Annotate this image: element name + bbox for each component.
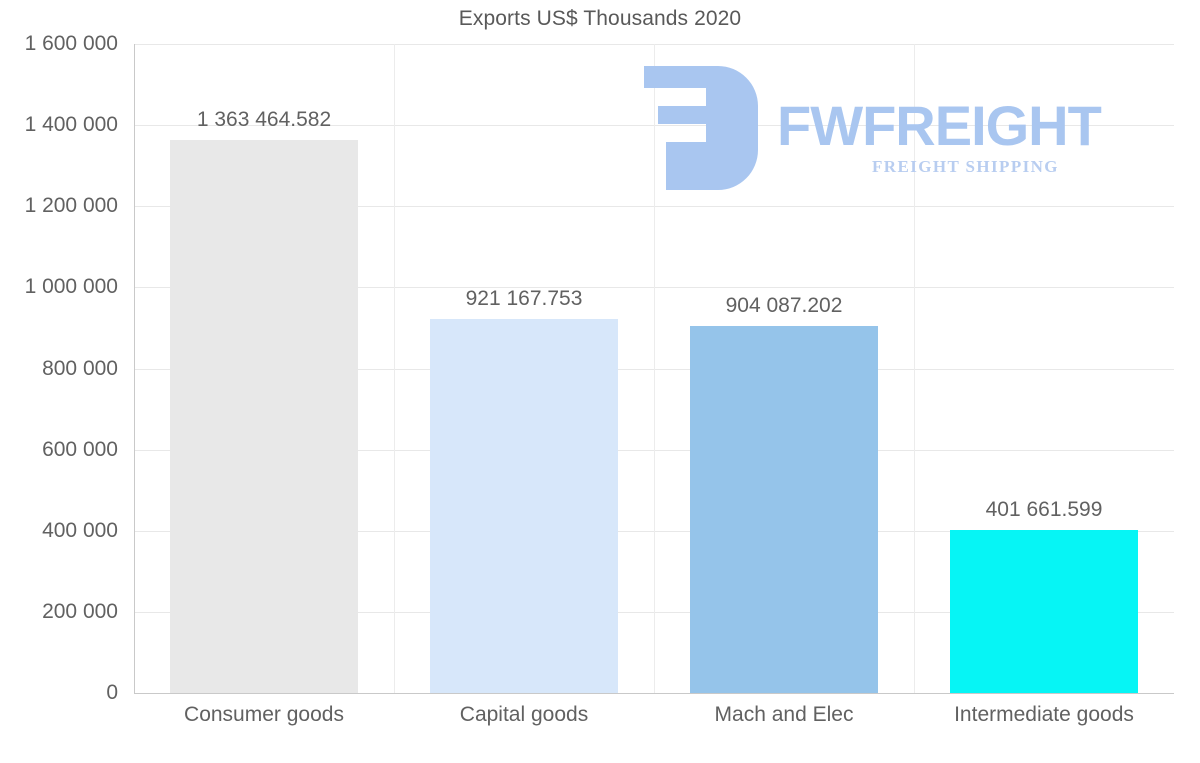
bar-value-label: 904 087.202: [725, 294, 843, 318]
bar-value-label: 1 363 464.582: [196, 107, 332, 131]
gridline-vertical: [394, 44, 395, 693]
gridline-vertical: [914, 44, 915, 693]
y-axis-tick-label: 800 000: [42, 356, 118, 380]
y-axis-tick-label: 1 600 000: [24, 32, 118, 55]
y-axis-tick-label: 1 400 000: [24, 113, 118, 137]
y-axis-tick-label: 1 000 000: [24, 275, 118, 299]
y-axis-tick-label: 400 000: [42, 518, 118, 542]
bar[interactable]: [169, 139, 359, 693]
plot-area: [134, 44, 1174, 693]
bar[interactable]: [689, 326, 879, 693]
y-axis-tick-label: 600 000: [42, 437, 118, 461]
y-axis-tick-label: 1 200 000: [24, 194, 118, 218]
bar-value-label: 401 661.599: [985, 498, 1103, 522]
y-axis-line: [134, 44, 135, 694]
y-axis-tick-label: 0: [106, 681, 118, 704]
bar-value-label: 921 167.753: [465, 287, 583, 311]
bar[interactable]: [949, 530, 1139, 693]
x-axis-category-label: Capital goods: [459, 703, 589, 726]
bar[interactable]: [429, 319, 619, 693]
x-axis-category-label: Intermediate goods: [954, 703, 1134, 726]
x-axis-line: [134, 693, 1174, 694]
x-axis-category-label: Consumer goods: [184, 703, 344, 726]
chart-title: Exports US$ Thousands 2020: [458, 7, 742, 30]
x-axis-category-label: Mach and Elec: [714, 703, 854, 726]
y-axis-tick-label: 200 000: [42, 599, 118, 623]
gridline-vertical: [654, 44, 655, 693]
